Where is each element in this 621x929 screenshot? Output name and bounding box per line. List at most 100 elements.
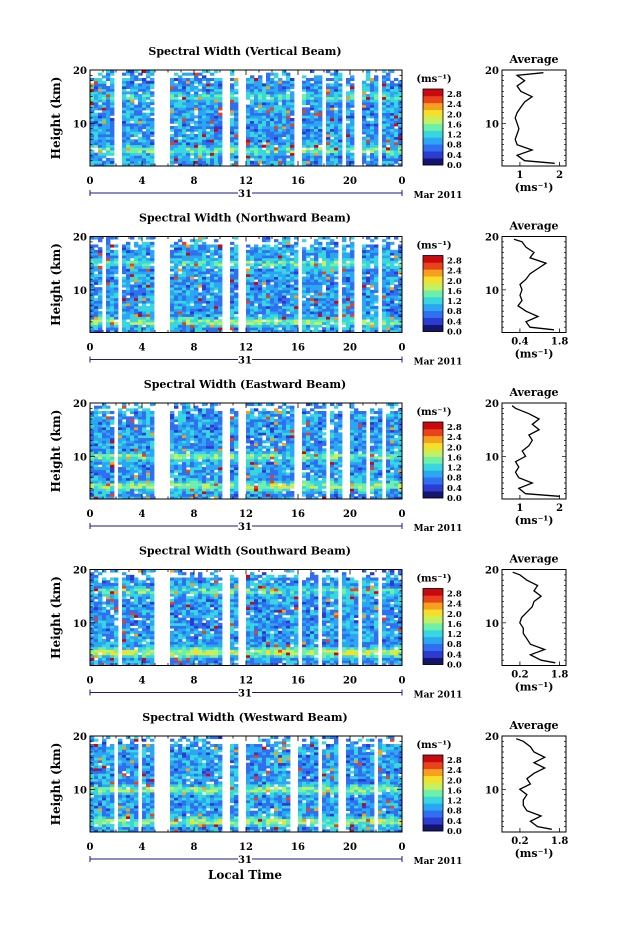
heatmap-cell — [398, 308, 403, 312]
heatmap-cell — [202, 75, 207, 79]
heatmap-cell — [386, 142, 391, 146]
heatmap-cell — [326, 327, 331, 331]
heatmap-cell — [206, 297, 211, 301]
heatmap-cell — [146, 102, 151, 106]
heatmap-cell — [286, 241, 291, 245]
heatmap-cell — [138, 483, 143, 487]
heatmap-cell — [194, 308, 199, 312]
heatmap-cell — [186, 263, 191, 267]
heatmap-cell — [130, 96, 135, 100]
heatmap-cell — [174, 91, 179, 95]
heatmap-cell — [178, 155, 183, 159]
heatmap-cell — [282, 303, 287, 307]
heatmap-cell — [362, 110, 367, 114]
y-axis-label: Height (km) — [49, 77, 63, 160]
heatmap-cell — [274, 96, 279, 100]
heatmap-cell — [138, 155, 143, 159]
colorbar-segment — [423, 290, 443, 298]
heatmap-cell — [186, 292, 191, 296]
heatmap-cell — [250, 257, 255, 261]
heatmap-cell — [194, 128, 199, 132]
heatmap-cell — [194, 255, 199, 259]
heatmap-cell — [394, 144, 399, 148]
heatmap-cell — [326, 257, 331, 261]
heatmap-cell — [398, 276, 403, 280]
heatmap-cell — [142, 469, 147, 473]
heatmap-cell — [306, 292, 311, 296]
heatmap-cell — [270, 96, 275, 100]
heatmap-cell — [122, 147, 127, 151]
heatmap-cell — [138, 147, 143, 151]
heatmap-cell — [106, 72, 111, 76]
heatmap-cell — [150, 311, 155, 315]
heatmap-cell — [262, 236, 267, 240]
heatmap-cell — [390, 281, 395, 285]
heatmap-cell — [122, 432, 127, 436]
heatmap-cell — [170, 158, 175, 162]
heatmap-cell — [262, 163, 267, 167]
heatmap-cell — [182, 287, 187, 291]
heatmap-cell — [270, 102, 275, 106]
heatmap-cell — [290, 102, 295, 106]
heatmap-cell — [230, 257, 235, 261]
heatmap-cell — [234, 144, 239, 148]
heatmap-cell — [334, 72, 339, 76]
heatmap-cell — [138, 260, 143, 264]
heatmap-cell — [382, 150, 387, 154]
heatmap-cell — [302, 86, 307, 90]
heatmap-cell — [346, 150, 351, 154]
heatmap-cell — [98, 305, 103, 309]
heatmap-cell — [274, 142, 279, 146]
heatmap-cell — [170, 150, 175, 154]
heatmap-cell — [322, 257, 327, 261]
heatmap-cell — [230, 91, 235, 95]
heatmap-cell — [134, 255, 139, 259]
heatmap-cell — [390, 300, 395, 304]
heatmap-cell — [338, 128, 343, 132]
heatmap-cell — [146, 86, 151, 90]
heatmap-cell — [274, 249, 279, 253]
heatmap-cell — [90, 263, 95, 267]
heatmap-cell — [270, 271, 275, 275]
heatmap-cell — [270, 115, 275, 119]
heatmap-cell — [254, 247, 259, 251]
heatmap-cell — [130, 88, 135, 92]
heatmap-cell — [302, 88, 307, 92]
heatmap-cell — [262, 91, 267, 95]
heatmap-cell — [98, 411, 103, 415]
heatmap-cell — [374, 295, 379, 299]
heatmap-cell — [330, 112, 335, 116]
heatmap-cell — [174, 456, 179, 460]
heatmap-cell — [126, 120, 131, 124]
heatmap-cell — [366, 300, 371, 304]
heatmap-cell — [134, 115, 139, 119]
heatmap-cell — [98, 488, 103, 492]
heatmap-cell — [386, 158, 391, 162]
heatmap-cell — [370, 91, 375, 95]
heatmap-cell — [306, 271, 311, 275]
heatmap-cell — [114, 316, 119, 320]
heatmap-cell — [134, 480, 139, 484]
heatmap-cell — [146, 260, 151, 264]
heatmap-cell — [366, 134, 371, 138]
heatmap-cell — [326, 86, 331, 90]
heatmap-cell — [114, 321, 119, 325]
heatmap-cell — [106, 292, 111, 296]
heatmap-cell — [94, 152, 99, 156]
heatmap-cell — [102, 421, 107, 425]
heatmap-cell — [170, 292, 175, 296]
heatmap-cell — [94, 99, 99, 103]
heatmap-cell — [174, 152, 179, 156]
heatmap-cell — [134, 488, 139, 492]
heatmap-cell — [202, 112, 207, 116]
heatmap-cell — [266, 104, 271, 108]
heatmap-cell — [150, 144, 155, 148]
heatmap-cell — [342, 244, 347, 248]
heatmap-cell — [394, 128, 399, 132]
heatmap-cell — [118, 475, 123, 479]
heatmap-cell — [278, 265, 283, 269]
heatmap-cell — [146, 150, 151, 154]
heatmap-cell — [282, 86, 287, 90]
heatmap-cell — [214, 300, 219, 304]
heatmap-cell — [318, 329, 323, 333]
